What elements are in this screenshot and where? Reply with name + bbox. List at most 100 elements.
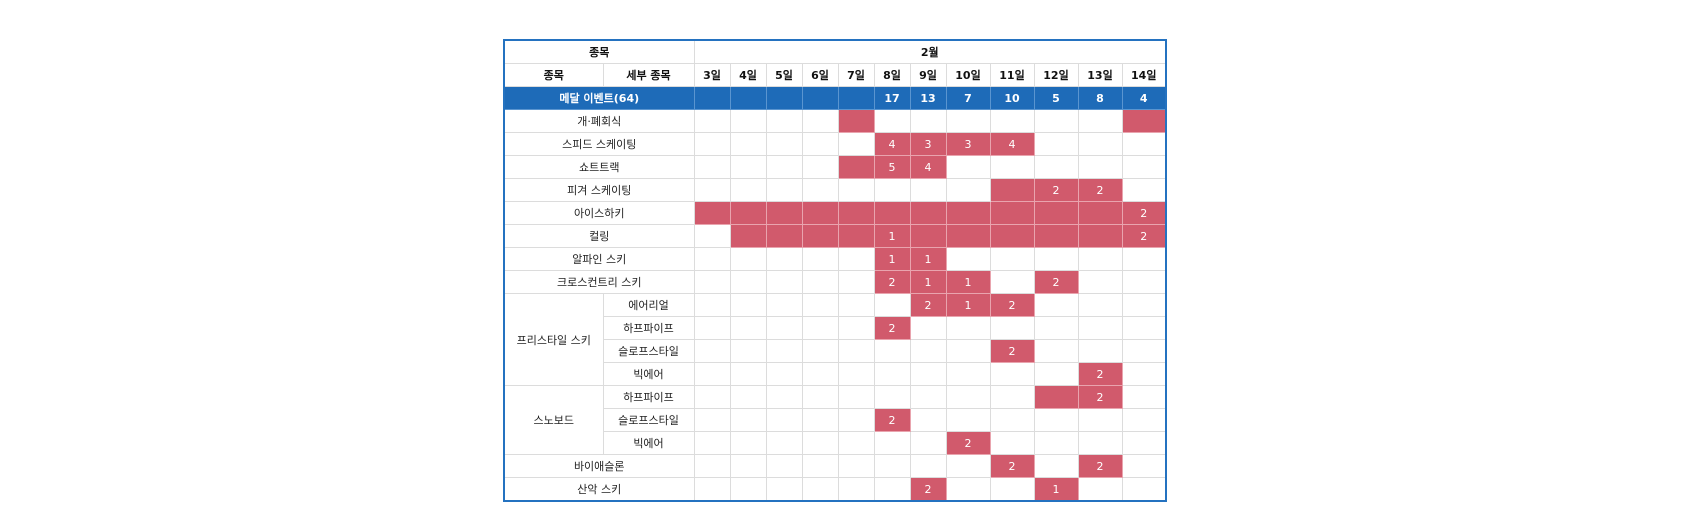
empty-day-cell [801,178,839,202]
event-day-cell: 1 [1033,477,1079,502]
sub-sport-name: 빅에어 [602,431,695,455]
empty-day-cell [801,155,839,179]
empty-day-cell [837,477,875,502]
empty-day-cell [989,362,1035,386]
medal-count-cell: 8 [1077,86,1123,110]
event-day-cell: 2 [1077,362,1123,386]
empty-day-cell [765,362,803,386]
empty-day-cell [945,408,991,432]
sport-row: 산악 스키 2 1 [503,477,1167,502]
event-day-cell: 2 [1121,224,1167,248]
event-day-cell [1033,201,1079,225]
event-day-cell: 1 [945,293,991,317]
empty-day-cell [693,431,731,455]
empty-day-cell [1121,132,1167,156]
empty-day-cell [837,132,875,156]
empty-day-cell [1077,431,1123,455]
empty-day-cell [693,132,731,156]
sport-name: 알파인 스키 [503,247,695,271]
empty-day-cell [1121,155,1167,179]
empty-day-cell [1121,385,1167,409]
empty-day-cell [837,293,875,317]
empty-day-cell [1077,155,1123,179]
event-day-cell: 2 [1077,385,1123,409]
schedule-body: 메달 이벤트(64) 17 13 7 10 5 8 4 개·폐회식 스피드 스케이… [503,86,1167,502]
empty-day-cell [801,408,839,432]
empty-day-cell [945,385,991,409]
event-day-cell: 1 [873,247,911,271]
empty-day-cell [729,293,767,317]
empty-day-cell [765,339,803,363]
event-day-cell [1033,224,1079,248]
event-day-cell: 2 [909,477,947,502]
empty-day-cell [1077,109,1123,133]
empty-day-cell [1121,431,1167,455]
event-day-cell [1121,109,1167,133]
event-day-cell [729,224,767,248]
empty-day-cell [909,339,947,363]
medal-count-cell [729,86,767,110]
event-day-cell: 1 [909,247,947,271]
empty-day-cell [801,431,839,455]
sub-sport-name: 하프파이프 [602,316,695,340]
sub-sport-column-header: 세부 종목 [602,63,695,87]
empty-day-cell [729,155,767,179]
empty-day-cell [989,109,1035,133]
sub-sport-name: 슬로프스타일 [602,408,695,432]
empty-day-cell [765,385,803,409]
empty-day-cell [729,270,767,294]
empty-day-cell [765,477,803,502]
event-day-cell [837,155,875,179]
medal-count-cell: 17 [873,86,911,110]
day-header: 9일 [909,63,947,87]
event-day-cell [765,201,803,225]
empty-day-cell [801,477,839,502]
sport-row: 알파인 스키 1 1 [503,247,1167,271]
empty-day-cell [1077,247,1123,271]
sport-row: 스피드 스케이팅 4 3 3 4 [503,132,1167,156]
empty-day-cell [1077,408,1123,432]
empty-day-cell [837,454,875,478]
sport-name: 스피드 스케이팅 [503,132,695,156]
medal-count-cell: 4 [1121,86,1167,110]
sport-row: 크로스컨트리 스키 2 1 1 2 [503,270,1167,294]
empty-day-cell [1121,293,1167,317]
day-header: 11일 [989,63,1035,87]
empty-day-cell [873,477,911,502]
sport-row: 아이스하키 2 [503,201,1167,225]
sport-name: 바이애슬론 [503,454,695,478]
sport-row: 피겨 스케이팅 2 2 [503,178,1167,202]
empty-day-cell [729,454,767,478]
sport-column-header: 종목 [503,63,604,87]
empty-day-cell [1121,454,1167,478]
empty-day-cell [909,431,947,455]
empty-day-cell [729,132,767,156]
empty-day-cell [909,385,947,409]
empty-day-cell [693,270,731,294]
empty-day-cell [693,454,731,478]
empty-day-cell [837,408,875,432]
medal-events-label: 메달 이벤트(64) [503,86,695,110]
event-day-cell: 2 [873,270,911,294]
empty-day-cell [729,362,767,386]
empty-day-cell [765,178,803,202]
empty-day-cell [729,178,767,202]
sport-row: 슬로프스타일 2 [504,339,1167,363]
empty-day-cell [989,408,1035,432]
empty-day-cell [765,316,803,340]
empty-day-cell [873,431,911,455]
empty-day-cell [801,339,839,363]
day-header: 14일 [1121,63,1167,87]
sport-row: 하프파이프 2 [504,316,1167,340]
event-day-cell [765,224,803,248]
event-day-cell [989,224,1035,248]
empty-day-cell [909,178,947,202]
medal-count-cell: 5 [1033,86,1079,110]
empty-day-cell [1033,431,1079,455]
event-day-cell [989,201,1035,225]
event-day-cell [909,201,947,225]
empty-day-cell [1077,293,1123,317]
sport-header: 종목 [503,39,695,64]
empty-day-cell [729,431,767,455]
sport-name: 산악 스키 [503,477,695,502]
